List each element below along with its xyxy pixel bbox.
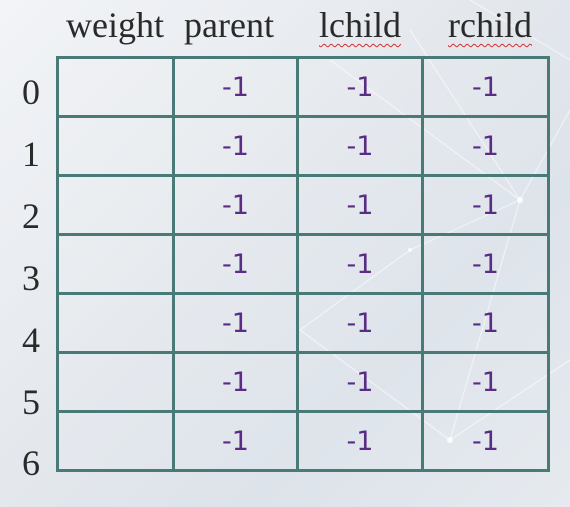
row-index-label: 2 — [22, 196, 40, 236]
row-index-label: 3 — [22, 258, 40, 298]
row-index-label: 5 — [22, 382, 40, 422]
parent-cell[interactable]: -1 — [172, 56, 299, 118]
table-row: -1 -1 -1 — [56, 233, 550, 295]
weight-cell[interactable] — [56, 115, 175, 177]
row-index-label: 0 — [22, 72, 40, 112]
rchild-cell[interactable]: -1 — [421, 233, 550, 295]
lchild-cell[interactable]: -1 — [296, 351, 424, 413]
table-row: -1 -1 -1 — [56, 174, 550, 236]
column-header-rchild: rchild — [448, 5, 532, 45]
weight-cell[interactable] — [56, 410, 175, 472]
row-index-label: 1 — [22, 134, 40, 174]
rchild-cell[interactable]: -1 — [421, 174, 550, 236]
row-index-label: 4 — [22, 320, 40, 360]
lchild-cell[interactable]: -1 — [296, 233, 424, 295]
table-row: -1 -1 -1 — [56, 56, 550, 118]
column-header-lchild: lchild — [319, 5, 401, 45]
lchild-cell[interactable]: -1 — [296, 410, 424, 472]
table-row: -1 -1 -1 — [56, 351, 550, 413]
row-index-label: 6 — [22, 443, 40, 483]
lchild-cell[interactable]: -1 — [296, 56, 424, 118]
parent-cell[interactable]: -1 — [172, 351, 299, 413]
weight-cell[interactable] — [56, 292, 175, 354]
parent-cell[interactable]: -1 — [172, 115, 299, 177]
rchild-cell[interactable]: -1 — [421, 410, 550, 472]
column-header-weight: weight — [66, 5, 164, 45]
rchild-cell[interactable]: -1 — [421, 292, 550, 354]
parent-cell[interactable]: -1 — [172, 292, 299, 354]
table-row: -1 -1 -1 — [56, 115, 550, 177]
weight-cell[interactable] — [56, 56, 175, 118]
lchild-cell[interactable]: -1 — [296, 292, 424, 354]
huffman-node-table: -1 -1 -1 -1 -1 -1 -1 -1 -1 -1 -1 -1 -1 -… — [56, 56, 550, 472]
table-row: -1 -1 -1 — [56, 410, 550, 472]
parent-cell[interactable]: -1 — [172, 410, 299, 472]
rchild-cell[interactable]: -1 — [421, 56, 550, 118]
weight-cell[interactable] — [56, 174, 175, 236]
parent-cell[interactable]: -1 — [172, 233, 299, 295]
rchild-cell[interactable]: -1 — [421, 115, 550, 177]
lchild-cell[interactable]: -1 — [296, 174, 424, 236]
lchild-cell[interactable]: -1 — [296, 115, 424, 177]
weight-cell[interactable] — [56, 233, 175, 295]
table-row: -1 -1 -1 — [56, 292, 550, 354]
parent-cell[interactable]: -1 — [172, 174, 299, 236]
rchild-cell[interactable]: -1 — [421, 351, 550, 413]
column-header-parent: parent — [184, 5, 274, 45]
weight-cell[interactable] — [56, 351, 175, 413]
